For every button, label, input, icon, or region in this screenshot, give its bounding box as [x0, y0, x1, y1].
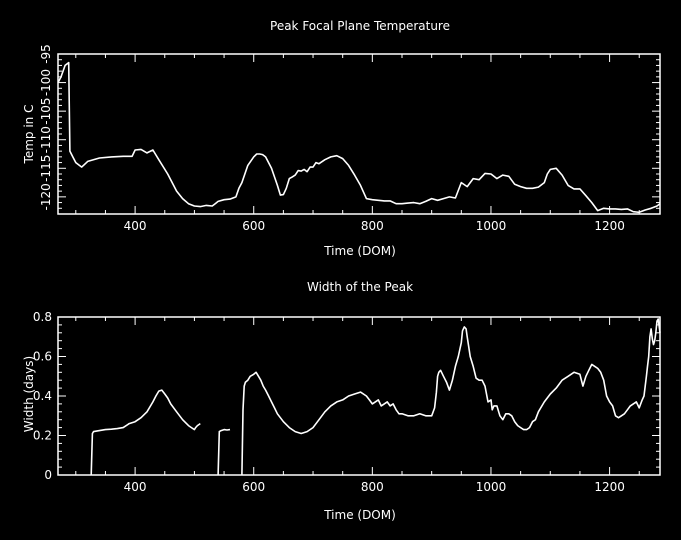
- peak-width-x-tick-label: 400: [124, 480, 147, 494]
- peak-width-x-tick-label: 1200: [594, 480, 625, 494]
- temperature-y-tick-label: -115: [39, 155, 53, 182]
- temperature-x-tick-label: 1200: [594, 219, 625, 233]
- temperature-plot-area: 400 600 800 1000 1200 -120-115 -110-105 -100 -95: [39, 44, 661, 233]
- peak-width-chart: Width of the Peak 400 600 800 1000 1200 0 0.2 0…: [22, 280, 661, 522]
- peak-width-series-line-2: [217, 428, 231, 476]
- peak-width-x-axis-label: Time (DOM): [323, 508, 396, 522]
- peak-width-y-tick-label: 0.4: [33, 389, 52, 403]
- temperature-chart-title: Peak Focal Plane Temperature: [270, 19, 450, 33]
- peak-width-chart-title: Width of the Peak: [307, 280, 413, 294]
- temperature-y-tick-label: -110: [39, 126, 53, 153]
- temperature-chart: Peak Focal Plane Temperature 400 600 800 10…: [22, 19, 661, 258]
- temperature-x-tick-label: 800: [361, 219, 384, 233]
- temperature-x-tick-label: 600: [242, 219, 265, 233]
- temperature-y-tick-label: -105: [39, 98, 53, 125]
- peak-width-series-line-1: [90, 389, 201, 476]
- peak-width-y-tick-label: 0: [44, 468, 52, 482]
- temperature-x-tick-label: 400: [124, 219, 147, 233]
- temperature-y-tick-label: -120: [39, 183, 53, 210]
- temperature-y-axis-label: Temp in C: [22, 105, 36, 165]
- temperature-y-tick-label: -100: [39, 69, 53, 96]
- peak-width-x-tick-label: 600: [242, 480, 265, 494]
- peak-width-x-tick-label: 1000: [476, 480, 507, 494]
- temperature-y-tick-label: -95: [39, 44, 53, 64]
- peak-width-series-line-3: [241, 318, 661, 476]
- peak-width-y-tick-label: 0.6: [33, 350, 52, 364]
- peak-width-y-axis-label: Width (days): [22, 356, 36, 432]
- temperature-series-line-1: [57, 61, 661, 214]
- temperature-x-tick-label: 1000: [476, 219, 507, 233]
- temperature-x-axis-label: Time (DOM): [323, 244, 396, 258]
- peak-width-y-tick-label: 0.8: [33, 310, 52, 324]
- peak-width-y-tick-label: 0.2: [33, 429, 52, 443]
- peak-width-x-tick-label: 800: [361, 480, 384, 494]
- peak-width-plot-area: 400 600 800 1000 1200 0 0.2 0.4 0.6 0.8: [33, 310, 661, 494]
